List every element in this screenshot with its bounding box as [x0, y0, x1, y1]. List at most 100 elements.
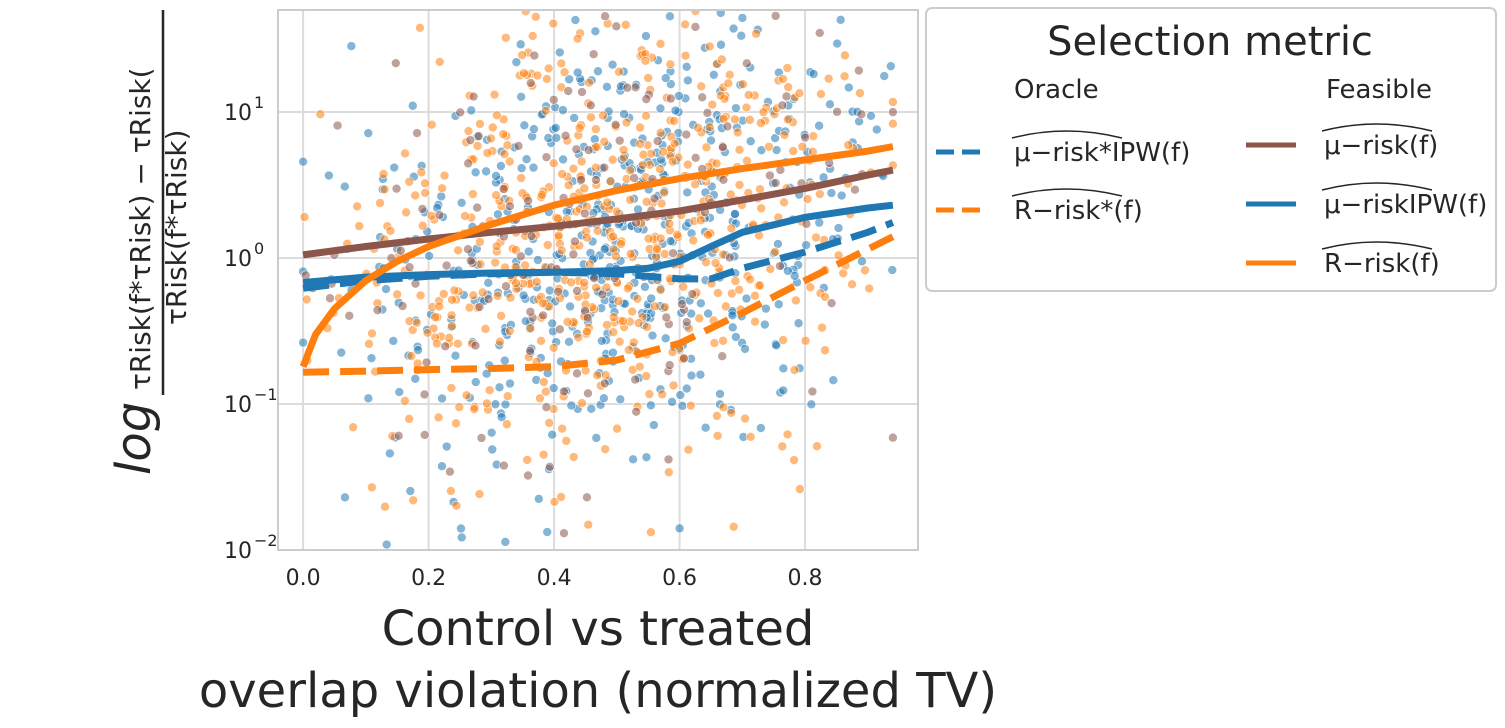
scatter-point — [760, 319, 770, 330]
scatter-points — [298, 10, 898, 550]
scatter-point — [681, 61, 692, 72]
scatter-point — [607, 59, 618, 70]
series-line — [302, 166, 894, 259]
scatter-point — [490, 399, 501, 410]
scatter-point — [745, 431, 756, 442]
scatter-point — [614, 135, 625, 146]
scatter-point — [580, 365, 591, 376]
scatter-point — [505, 378, 515, 389]
scatter-point — [493, 209, 503, 220]
scatter-point — [490, 257, 501, 268]
scatter-point — [674, 91, 684, 101]
scatter-point — [583, 388, 593, 399]
scatter-point — [718, 174, 729, 185]
scatter-point — [741, 293, 752, 304]
scatter-point — [404, 262, 415, 272]
scatter-point — [614, 336, 625, 347]
scatter-point — [679, 353, 689, 364]
scatter-point — [410, 190, 420, 201]
scatter-point — [301, 294, 312, 305]
scatter-point — [381, 284, 391, 294]
scatter-point — [505, 201, 515, 212]
scatter-point — [558, 105, 568, 115]
scatter-point — [742, 58, 752, 69]
scatter-point — [624, 345, 634, 355]
scatter-point — [758, 107, 769, 117]
scatter-point — [576, 174, 586, 185]
scatter-point — [730, 209, 740, 219]
scatter-point — [661, 312, 672, 323]
legend-group-feasible: Feasible — [1326, 75, 1432, 105]
scatter-point — [499, 460, 509, 471]
scatter-point — [727, 322, 738, 333]
scatter-point — [646, 293, 657, 304]
scatter-point — [564, 74, 574, 85]
scatter-point — [713, 288, 723, 298]
scatter-point — [437, 461, 447, 471]
scatter-point — [474, 302, 485, 312]
scatter-point — [726, 223, 737, 234]
scatter-point — [683, 444, 694, 455]
scatter-point — [611, 21, 622, 32]
scatter-point — [536, 336, 546, 346]
scatter-point — [779, 197, 789, 208]
scatter-point — [523, 246, 534, 257]
scatter-point — [638, 149, 649, 160]
scatter-point — [854, 65, 864, 76]
scatter-point — [674, 523, 685, 534]
scatter-point — [630, 82, 641, 93]
scatter-point — [696, 298, 706, 309]
scatter-point — [789, 270, 800, 281]
scatter-point — [655, 103, 666, 114]
scatter-point — [563, 180, 574, 191]
scatter-point — [523, 195, 533, 206]
scatter-point — [515, 39, 526, 50]
scatter-point — [781, 91, 792, 102]
scatter-point — [364, 339, 374, 349]
scatter-point — [496, 412, 507, 422]
scatter-point — [437, 393, 447, 404]
scatter-point — [541, 386, 551, 397]
scatter-point — [794, 88, 805, 98]
scatter-point — [491, 171, 501, 181]
y-tick-label: 10 — [224, 539, 252, 564]
scatter-point — [715, 90, 726, 101]
scatter-point — [672, 230, 683, 240]
scatter-point — [696, 81, 707, 92]
scatter-point — [525, 323, 536, 333]
scatter-point — [598, 110, 608, 121]
scatter-point — [718, 402, 729, 413]
scatter-point — [380, 501, 390, 512]
scatter-point — [802, 194, 813, 204]
scatter-point — [562, 317, 573, 327]
scatter-point — [602, 197, 613, 208]
scatter-point — [888, 107, 898, 117]
scatter-point — [677, 299, 687, 309]
scatter-point — [501, 281, 511, 292]
scatter-point — [808, 69, 819, 79]
y-tick-exponent: 1 — [254, 93, 264, 112]
scatter-point — [847, 279, 857, 290]
scatter-point — [574, 123, 585, 133]
scatter-point — [730, 276, 741, 286]
scatter-point — [655, 233, 666, 244]
scatter-point — [811, 232, 821, 243]
scatter-point — [778, 335, 788, 345]
scatter-point — [451, 500, 462, 511]
scatter-point — [640, 55, 651, 66]
scatter-point — [850, 184, 860, 195]
scatter-point — [621, 117, 632, 128]
scatter-point — [614, 66, 624, 77]
scatter-point — [534, 494, 544, 504]
scatter-point — [635, 122, 645, 133]
scatter-point — [607, 154, 618, 165]
scatter-point — [408, 495, 419, 506]
scatter-point — [441, 260, 452, 271]
scatter-point — [483, 294, 494, 304]
scatter-point — [463, 244, 473, 255]
scatter-point — [572, 33, 583, 44]
scatter-point — [577, 87, 587, 97]
scatter-point — [600, 370, 611, 381]
scatter-point — [557, 169, 567, 179]
scatter-point — [547, 429, 557, 440]
